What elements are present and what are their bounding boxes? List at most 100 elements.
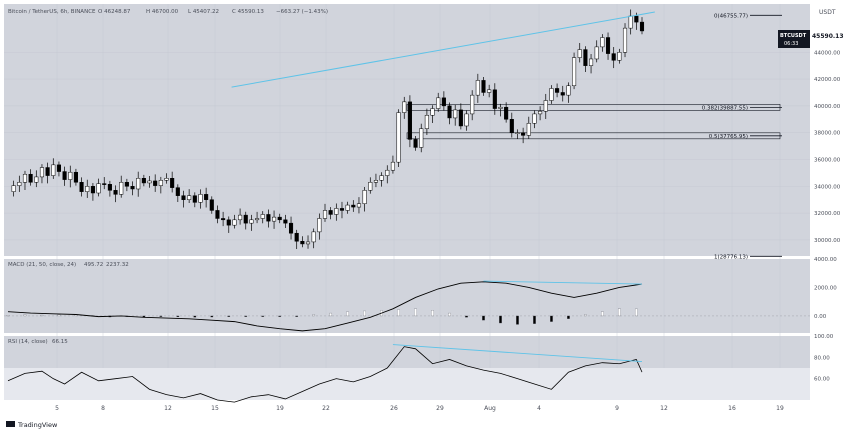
candle-body bbox=[277, 216, 282, 221]
candle-body bbox=[487, 89, 492, 93]
macd-hist-bar bbox=[74, 314, 78, 317]
y-tick-label: 36000.00 bbox=[814, 157, 841, 163]
candle-body bbox=[594, 46, 599, 60]
candle-body bbox=[226, 219, 231, 226]
candle-body bbox=[153, 180, 158, 186]
macd-hist-bar bbox=[363, 310, 366, 317]
price-trendline bbox=[231, 11, 655, 88]
candle-body bbox=[509, 119, 514, 133]
candle-body bbox=[170, 178, 175, 188]
y-tick-label: 34000.00 bbox=[814, 184, 841, 190]
ohlc-close: C 45590.13 bbox=[232, 9, 264, 15]
candle-body bbox=[238, 214, 243, 221]
candle-body bbox=[28, 173, 33, 183]
macd-plot bbox=[4, 280, 810, 332]
candle-body bbox=[266, 214, 271, 222]
candle-body bbox=[492, 89, 497, 109]
candle-body bbox=[283, 219, 288, 224]
candle-body bbox=[373, 180, 378, 183]
macd-hist-bar bbox=[431, 310, 434, 317]
candle-body bbox=[34, 176, 39, 183]
candle-body bbox=[555, 88, 560, 93]
candle-body bbox=[305, 241, 311, 245]
rsi-y-tick: 100.00 bbox=[814, 334, 834, 340]
macd-hist-bar bbox=[278, 315, 282, 317]
candle-body bbox=[605, 37, 611, 54]
y-tick-label: 44000.00 bbox=[814, 50, 841, 56]
candle-body bbox=[141, 178, 146, 184]
macd-hist-bar bbox=[550, 315, 553, 322]
candle-body bbox=[362, 190, 367, 204]
candle-body bbox=[51, 164, 56, 176]
candle-body bbox=[187, 195, 192, 200]
macd-hist-bar bbox=[533, 315, 536, 324]
candle-body bbox=[390, 161, 395, 171]
macd-hist-bar bbox=[465, 315, 468, 318]
candle-body bbox=[102, 183, 107, 185]
rsi-divergence-line bbox=[392, 344, 643, 363]
macd-y-tick: 0.00 bbox=[814, 314, 827, 320]
candle-body bbox=[504, 106, 509, 120]
candle-body bbox=[339, 208, 345, 211]
macd-hist-bar bbox=[312, 314, 316, 317]
y-tick-label: 32000.00 bbox=[814, 211, 841, 217]
candle-body bbox=[45, 167, 50, 176]
symbol-label: Bitcoin / TetherUS, 6h, BINANCE bbox=[8, 9, 96, 15]
ohlc-open: O 46248.87 bbox=[98, 9, 131, 15]
macd-hist-bar bbox=[397, 309, 400, 317]
candle-body bbox=[481, 80, 486, 93]
candle-body bbox=[175, 187, 180, 196]
macd-hist-bar bbox=[261, 315, 265, 317]
candle-body bbox=[62, 171, 67, 180]
x-tick-label: 12 bbox=[660, 405, 668, 412]
macd-y-tick: 2000.00 bbox=[814, 285, 837, 291]
price-pane bbox=[4, 4, 810, 256]
x-tick-label: 12 bbox=[164, 405, 172, 412]
candle-body bbox=[419, 128, 424, 148]
x-tick-label: 22 bbox=[322, 405, 330, 412]
x-tick-label: 15 bbox=[211, 405, 219, 412]
candle-body bbox=[328, 210, 333, 215]
macd-hist-bar bbox=[634, 308, 638, 317]
x-tick-label: 26 bbox=[390, 405, 398, 412]
candle-body bbox=[600, 37, 605, 48]
candle-body bbox=[368, 182, 373, 191]
candle-body bbox=[498, 106, 503, 109]
rsi-band bbox=[4, 368, 810, 400]
rsi-label: RSI (14, close) bbox=[8, 339, 48, 345]
candle-body bbox=[549, 88, 554, 101]
macd-hist-bar bbox=[40, 314, 44, 317]
y-tick-label: 42000.00 bbox=[814, 77, 841, 83]
x-tick-label: 8 bbox=[101, 405, 105, 412]
candle-body bbox=[288, 222, 294, 234]
macd-hist-bar bbox=[584, 314, 587, 317]
candle-body bbox=[430, 108, 435, 116]
candle-body bbox=[453, 109, 458, 119]
macd-hist-bar bbox=[227, 315, 231, 317]
macd-hist-bar bbox=[601, 311, 604, 317]
candle-body bbox=[311, 231, 316, 243]
macd-hist-bar bbox=[448, 312, 451, 317]
candle-body bbox=[634, 15, 639, 23]
logo-mark bbox=[6, 421, 15, 427]
candle-body bbox=[209, 199, 214, 211]
x-tick-label: 19 bbox=[776, 405, 784, 412]
candle-body bbox=[204, 194, 209, 200]
candle-body bbox=[56, 164, 61, 172]
x-tick-label: 5 bbox=[55, 405, 59, 412]
candle-body bbox=[521, 132, 526, 136]
macd-hist-bar bbox=[618, 308, 621, 317]
candle-body bbox=[11, 185, 16, 192]
macd-hist-bar bbox=[346, 311, 349, 317]
candle-body bbox=[79, 182, 84, 192]
candle-body bbox=[572, 57, 577, 87]
candle-body bbox=[232, 219, 237, 226]
macd-hist-bar bbox=[159, 315, 163, 317]
candle-body bbox=[215, 210, 220, 219]
candle-body bbox=[272, 216, 277, 222]
candle-body bbox=[119, 182, 124, 195]
candle-body bbox=[413, 139, 418, 148]
ohlc-low: L 45407.22 bbox=[188, 9, 219, 15]
candle-body bbox=[385, 169, 390, 176]
macd-value-1: 495.72 bbox=[84, 262, 103, 268]
